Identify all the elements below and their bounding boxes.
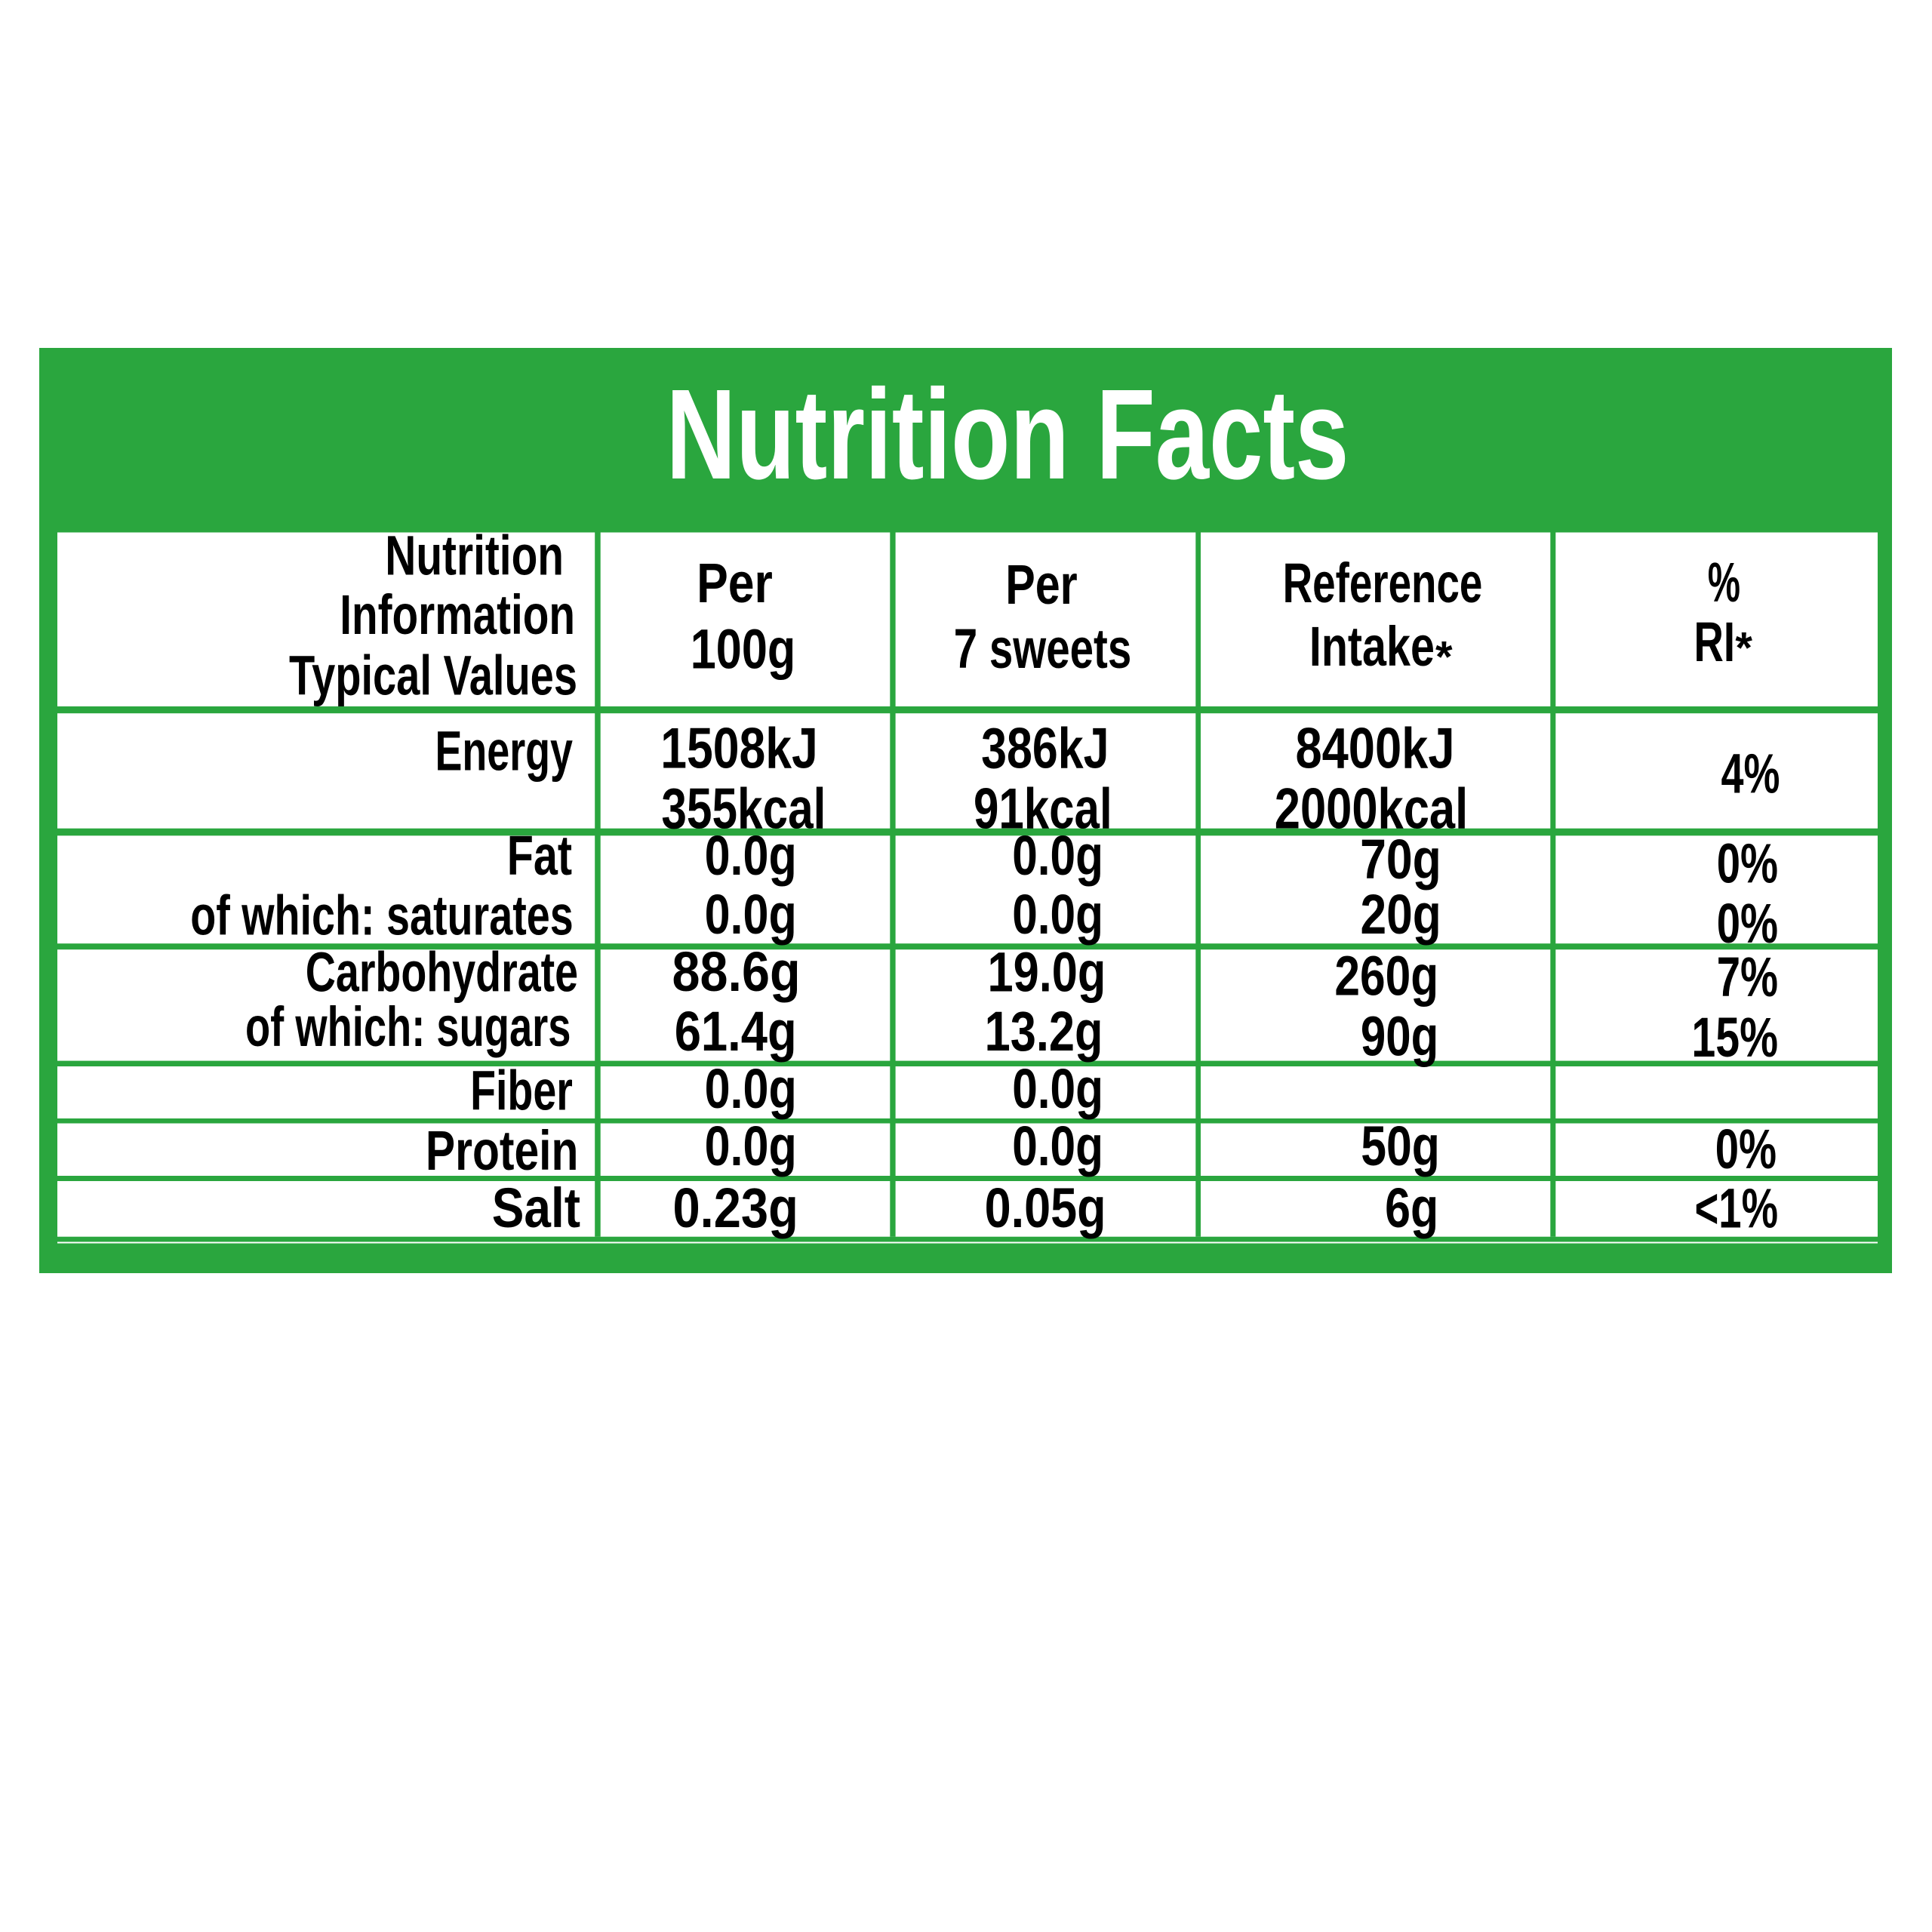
svg-text:90g: 90g [1361,1005,1438,1068]
svg-text:13.2g: 13.2g [985,1000,1103,1063]
svg-text:7%: 7% [1717,946,1778,1008]
svg-text:Information: Information [340,583,575,646]
svg-text:0.0g: 0.0g [1012,1115,1103,1177]
svg-text:<1%: <1% [1695,1177,1779,1240]
svg-text:19.0g: 19.0g [988,941,1106,1004]
svg-text:0.05g: 0.05g [985,1177,1106,1239]
svg-text:100g: 100g [691,618,795,681]
svg-text:386kJ: 386kJ [981,717,1109,781]
svg-text:Protein: Protein [426,1119,579,1182]
svg-text:Energy: Energy [435,720,574,783]
svg-text:15%: 15% [1691,1006,1778,1069]
svg-text:4%: 4% [1721,743,1780,805]
svg-text:Fat: Fat [507,824,572,887]
svg-text:Intake: Intake [1309,615,1435,678]
svg-text:88.6g: 88.6g [672,940,801,1003]
svg-text:Nutrition Facts: Nutrition Facts [666,363,1349,506]
svg-text:0.0g: 0.0g [1012,824,1103,887]
svg-text:of which: saturates: of which: saturates [190,884,574,947]
svg-text:RI: RI [1694,611,1736,673]
svg-text:0.0g: 0.0g [705,1057,797,1120]
svg-text:Fiber: Fiber [470,1059,573,1121]
svg-text:Salt: Salt [492,1177,580,1239]
svg-text:%: % [1708,552,1740,614]
svg-text:2000kcal: 2000kcal [1275,777,1468,841]
svg-text:91kcal: 91kcal [974,777,1112,841]
svg-text:0.0g: 0.0g [705,1115,797,1177]
svg-text:of which: sugars: of which: sugars [245,995,571,1058]
svg-text:0%: 0% [1717,832,1778,895]
svg-text:0%: 0% [1715,1118,1777,1180]
svg-text:0.0g: 0.0g [705,824,797,887]
svg-text:0%: 0% [1717,892,1778,955]
svg-text:Nutrition: Nutrition [385,525,564,587]
svg-text:6g: 6g [1385,1177,1438,1239]
svg-text:0.0g: 0.0g [705,883,797,946]
svg-text:50g: 50g [1361,1115,1440,1177]
svg-text:7 sweets: 7 sweets [954,617,1132,680]
svg-text:70g: 70g [1360,828,1441,891]
svg-text:355kcal: 355kcal [661,777,826,841]
svg-text:0.0g: 0.0g [1012,883,1103,946]
svg-text:Carbohydrate: Carbohydrate [306,941,578,1004]
svg-text:*: * [1435,632,1453,681]
svg-text:61.4g: 61.4g [675,1000,797,1063]
svg-text:0.23g: 0.23g [673,1177,798,1239]
svg-text:260g: 260g [1334,945,1438,1008]
svg-text:8400kJ: 8400kJ [1295,717,1454,781]
svg-text:Per: Per [1005,553,1077,616]
svg-text:20g: 20g [1361,883,1441,946]
svg-text:0.0g: 0.0g [1012,1057,1103,1120]
svg-text:Per: Per [697,552,773,614]
svg-text:1508kJ: 1508kJ [660,717,818,781]
svg-text:*: * [1735,624,1752,673]
svg-text:Reference: Reference [1283,552,1483,614]
svg-text:Typical Values: Typical Values [289,645,577,707]
